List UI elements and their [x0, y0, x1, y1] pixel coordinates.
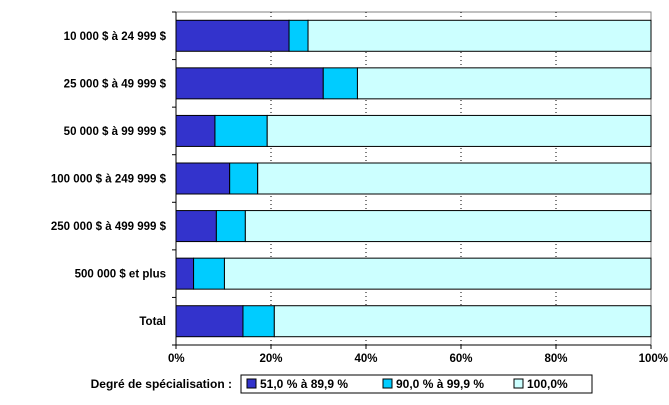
category-label: 25 000 $ à 49 999 $ [64, 78, 167, 90]
category-label: 500 000 $ et plus [75, 269, 166, 281]
bar-segment [175, 114, 216, 147]
bar-segment [356, 67, 652, 100]
bar-segment [322, 67, 358, 100]
legend-label: 100,0% [527, 377, 568, 391]
bar-segment [266, 114, 652, 147]
bar-segment [175, 305, 244, 338]
x-tick-label: 80% [544, 353, 567, 365]
bar-segment [244, 210, 652, 243]
legend-title: Degré de spécialisation : [91, 377, 232, 391]
x-tick-label: 0% [168, 353, 185, 365]
bar-segment [215, 210, 246, 243]
category-label: 10 000 $ à 24 999 $ [64, 31, 167, 43]
bar-segment [214, 114, 268, 147]
bar-segment [175, 162, 231, 195]
x-tick-label: 20% [259, 353, 282, 365]
legend-label: 51,0 % à 89,9 % [260, 377, 348, 391]
x-tick-label: 100% [639, 353, 668, 365]
bar-segment [229, 162, 259, 195]
bar-segment [307, 19, 652, 52]
bar-segment [175, 19, 290, 52]
bar-segment [175, 257, 195, 290]
legend-box [240, 374, 593, 394]
bar-segment [242, 305, 275, 338]
bar-segment [223, 257, 652, 290]
bar-segment [288, 19, 309, 52]
legend-label: 90,0 % à 99,9 % [396, 377, 484, 391]
legend-swatch [246, 378, 257, 389]
bar-segment [175, 67, 324, 100]
legend-swatch [382, 378, 393, 389]
category-label: Total [139, 316, 166, 328]
legend-swatch [513, 378, 524, 389]
category-label: 100 000 $ à 249 999 $ [51, 174, 167, 186]
x-tick-label: 60% [449, 353, 472, 365]
category-label: 50 000 $ à 99 999 $ [64, 126, 167, 138]
bar-segment [193, 257, 225, 290]
x-tick-label: 40% [354, 353, 377, 365]
bar-segment [257, 162, 652, 195]
bar-segment [175, 210, 217, 243]
category-label: 250 000 $ à 499 999 $ [51, 221, 167, 233]
bar-segment [273, 305, 652, 338]
